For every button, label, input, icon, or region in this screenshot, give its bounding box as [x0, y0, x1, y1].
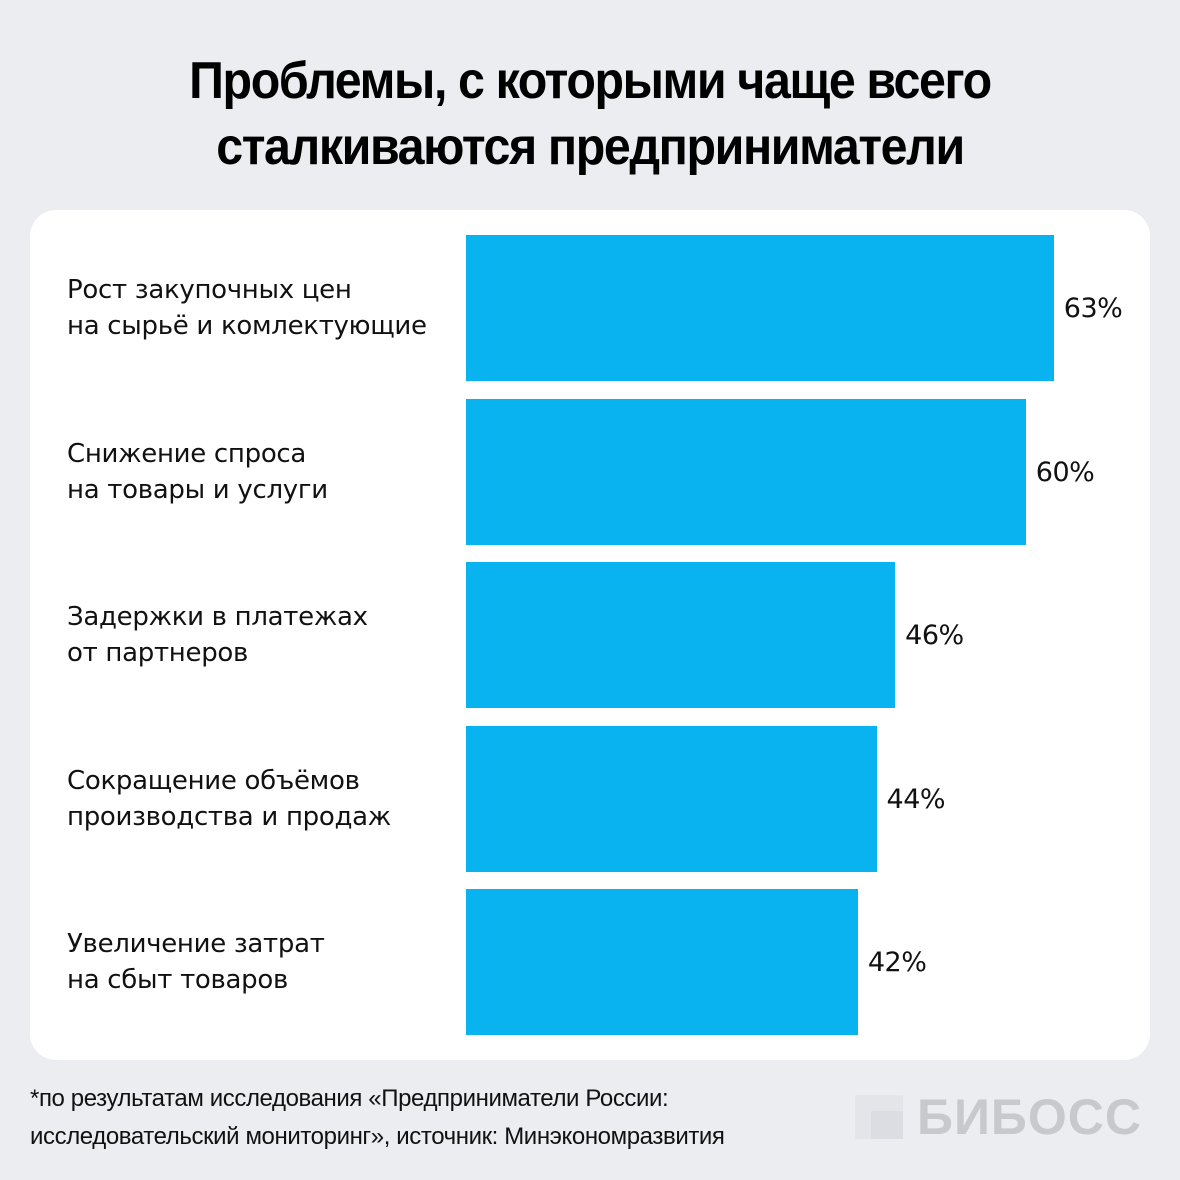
bar-value-label: 42% — [867, 946, 927, 978]
bar-label: Сокращение объёмов производства и продаж — [67, 726, 467, 872]
bar-row: Сокращение объёмов производства и продаж… — [30, 726, 1150, 872]
bar-label: Снижение спроса на товары и услуги — [67, 399, 467, 545]
source-footnote: *по результатам исследования «Предприним… — [30, 1080, 790, 1156]
bar-label-line-2: на товары и услуги — [67, 475, 328, 505]
bar-label-line-2: на сырьё и комлектующие — [67, 311, 427, 341]
bar-label-line-1: Снижение спроса — [67, 439, 307, 469]
bar-row: Увеличение затрат на сбыт товаров 42% — [30, 889, 1150, 1035]
title-line-1: Проблемы, с которыми чаще всего — [189, 52, 992, 110]
bar — [466, 235, 1054, 381]
logo-text: БИБОСС — [917, 1089, 1142, 1145]
bar-value-label: 60% — [1035, 456, 1095, 488]
bar — [466, 889, 858, 1035]
bar-label: Рост закупочных цен на сырьё и комлектую… — [67, 235, 467, 381]
footnote-line-1: *по результатам исследования «Предприним… — [30, 1085, 669, 1112]
footnote-line-2: исследовательский мониторинг», источник:… — [30, 1123, 725, 1150]
bar-label-line-2: производства и продаж — [67, 802, 391, 832]
bar-label-line-1: Увеличение затрат — [67, 929, 325, 959]
title-line-2: сталкиваются предприниматели — [216, 118, 965, 176]
bar-value-label: 44% — [886, 783, 946, 815]
chart-card: Рост закупочных цен на сырьё и комлектую… — [30, 210, 1150, 1060]
bar — [466, 726, 877, 872]
bar-row: Снижение спроса на товары и услуги 60% — [30, 399, 1150, 545]
bar — [466, 399, 1026, 545]
bar-label: Увеличение затрат на сбыт товаров — [67, 889, 467, 1035]
brand-logo: БИБОСС — [855, 1088, 1142, 1146]
logo-mark-icon — [855, 1095, 903, 1139]
bar-value-label: 46% — [905, 619, 964, 651]
bar-row: Рост закупочных цен на сырьё и комлектую… — [30, 235, 1150, 381]
bar-row: Задержки в платежах от партнеров 46% — [30, 562, 1150, 708]
bar-label-line-2: от партнеров — [67, 638, 249, 668]
bar-label-line-2: на сбыт товаров — [67, 965, 289, 995]
bar-value-label: 63% — [1063, 292, 1123, 324]
bar-label-line-1: Задержки в платежах — [67, 602, 368, 632]
bar-label: Задержки в платежах от партнеров — [67, 562, 467, 708]
page-title: Проблемы, с которыми чаще всего сталкива… — [41, 48, 1138, 180]
bar-label-line-1: Сокращение объёмов — [67, 766, 360, 796]
bar — [466, 562, 896, 708]
bar-label-line-1: Рост закупочных цен — [67, 275, 352, 305]
